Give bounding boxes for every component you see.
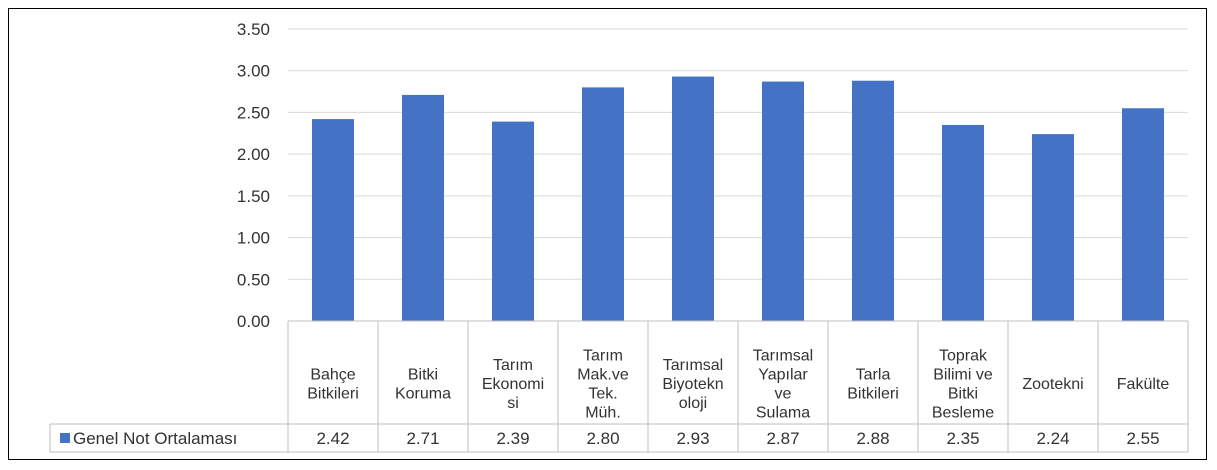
data-table-value: 2.35 <box>946 429 979 448</box>
y-tick-label: 1.50 <box>237 187 270 206</box>
y-tick-label: 2.50 <box>237 103 270 122</box>
data-table-value: 2.93 <box>676 429 709 448</box>
category-label: Tarım Mak.ve Tek. Müh. <box>577 348 629 422</box>
legend-label: Genel Not Ortalaması <box>73 429 237 448</box>
y-tick-label: 0.00 <box>237 312 270 331</box>
y-tick-label: 2.00 <box>237 145 270 164</box>
legend-swatch <box>60 433 70 443</box>
data-table-value: 2.39 <box>496 429 529 448</box>
data-table: Bahçe Bitkileri Bitki Koruma Tarım Ekonomi si T… <box>49 320 1189 453</box>
category-label: Fakülte <box>1117 376 1170 393</box>
y-tick-label: 3.50 <box>237 20 270 39</box>
category-label: Zootekni <box>1022 376 1083 393</box>
bars <box>312 76 1164 322</box>
y-tick-label: 0.50 <box>237 270 270 289</box>
y-axis-ticks: 0.00 0.50 1.00 1.50 2.00 2.50 3.00 3.50 <box>237 20 270 331</box>
category-label: Tarımsal Biyotekn oloji <box>662 357 723 412</box>
category-label: Tarla Bitkileri <box>847 367 899 403</box>
bar <box>582 87 624 322</box>
data-table-value: 2.42 <box>316 429 349 448</box>
y-tick-label: 3.00 <box>237 62 270 81</box>
bar <box>1032 134 1074 321</box>
data-table-value: 2.80 <box>586 429 619 448</box>
data-table-value: 2.88 <box>856 429 889 448</box>
category-label: Bitki Koruma <box>395 367 451 403</box>
bar <box>1122 108 1164 321</box>
bar <box>942 124 984 321</box>
bar <box>852 80 894 322</box>
y-tick-label: 1.00 <box>237 229 270 248</box>
bar <box>762 81 804 321</box>
bar <box>492 121 534 321</box>
data-table-value: 2.71 <box>406 429 439 448</box>
category-label: Tarımsal Yapılar ve Sulama <box>753 348 813 422</box>
data-table-value: 2.24 <box>1036 429 1069 448</box>
category-label: Tarım Ekonomi si <box>482 357 544 412</box>
data-table-value: 2.87 <box>766 429 799 448</box>
bar <box>312 119 354 321</box>
category-label: Bahçe Bitkileri <box>307 367 359 403</box>
bar <box>672 76 714 321</box>
data-table-value: 2.55 <box>1126 429 1159 448</box>
category-label: Toprak Bilimi ve Bitki Besleme <box>932 348 994 422</box>
bar <box>402 94 444 321</box>
